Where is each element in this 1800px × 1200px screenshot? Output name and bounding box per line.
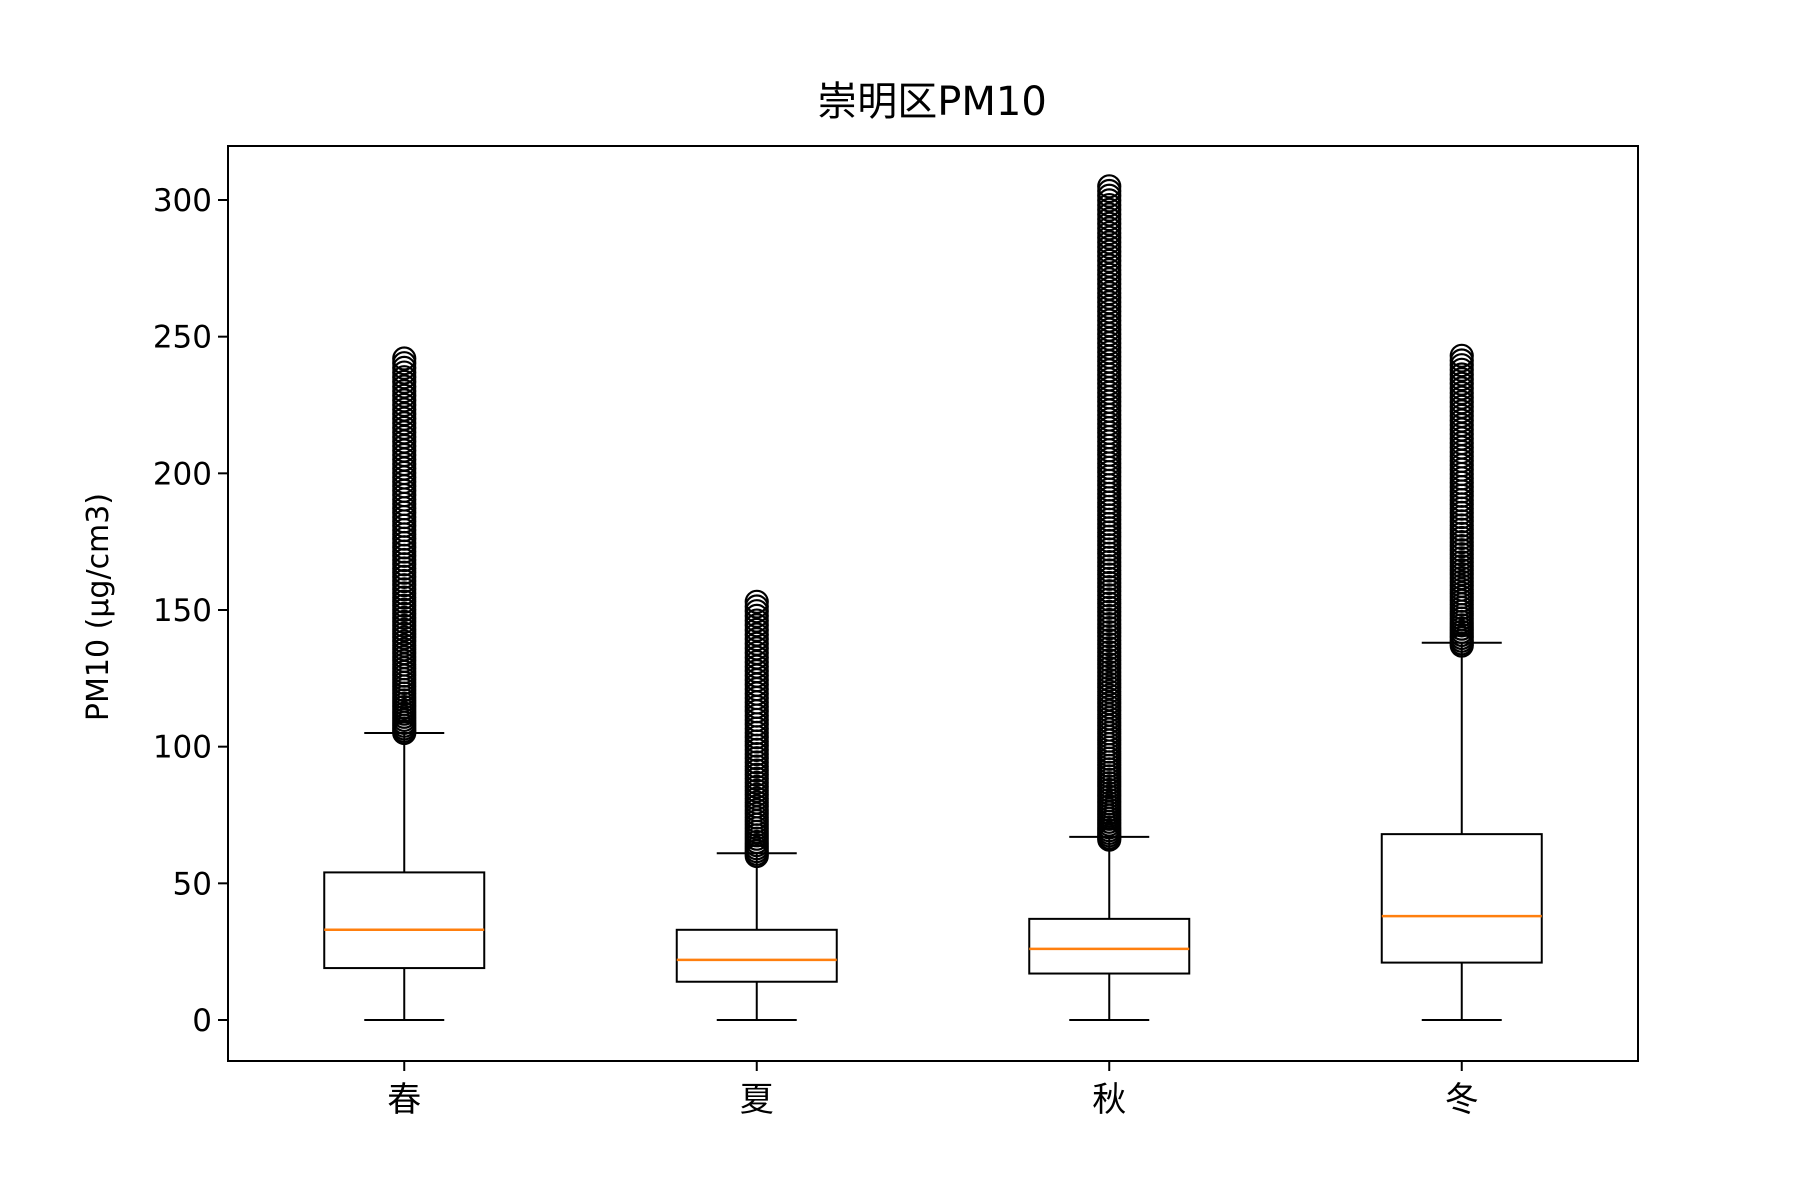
- y-tick-label: 100: [153, 730, 212, 766]
- chart-title: 崇明区PM10: [817, 79, 1047, 125]
- box-group-1: [323, 346, 486, 1021]
- flier-point: [1097, 174, 1122, 199]
- y-axis-label: PM10 (μg/cm3): [81, 493, 116, 721]
- flier-point: [1449, 343, 1474, 368]
- x-tick-label: 冬: [1445, 1080, 1479, 1120]
- x-axis: 春夏秋冬: [387, 1061, 1479, 1120]
- plot-frame: [227, 145, 1639, 1062]
- flier-points: [744, 589, 769, 869]
- plot-area: [323, 174, 1543, 1021]
- x-tick-label: 春: [387, 1080, 421, 1120]
- y-tick-label: 200: [153, 456, 212, 492]
- y-axis: 0 50 100 150 200 250 300: [153, 183, 228, 1039]
- box-group-4: [1380, 343, 1543, 1021]
- x-tick-label: 秋: [1092, 1080, 1126, 1120]
- y-tick-label: 250: [153, 320, 212, 356]
- y-tick-label: 0: [192, 1003, 212, 1039]
- y-tick-label: 150: [153, 593, 212, 629]
- box-group-2: [675, 589, 838, 1021]
- iqr-box: [323, 871, 486, 970]
- x-tick-label: 夏: [740, 1080, 774, 1120]
- y-tick-label: 50: [173, 866, 212, 902]
- box-group-3: [1028, 174, 1191, 1021]
- flier-point: [744, 589, 769, 614]
- y-tick-label: 300: [153, 183, 212, 219]
- iqr-box: [675, 928, 838, 983]
- flier-point: [392, 346, 417, 371]
- flier-points: [1097, 174, 1122, 852]
- flier-points: [1449, 343, 1474, 658]
- iqr-box: [1380, 833, 1543, 964]
- iqr-box: [1028, 917, 1191, 975]
- flier-points: [392, 346, 417, 746]
